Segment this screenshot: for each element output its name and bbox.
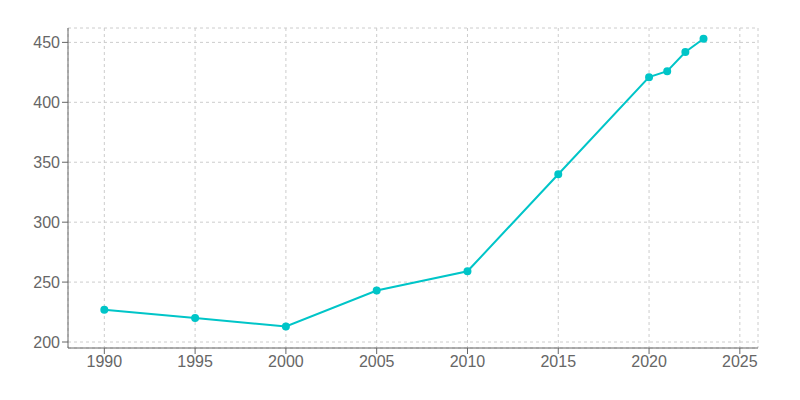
svg-text:2020: 2020: [631, 353, 667, 370]
svg-text:2010: 2010: [450, 353, 486, 370]
svg-text:350: 350: [33, 154, 60, 171]
svg-text:1995: 1995: [177, 353, 213, 370]
svg-text:450: 450: [33, 34, 60, 51]
svg-text:200: 200: [33, 334, 60, 351]
svg-text:2005: 2005: [359, 353, 395, 370]
svg-text:2000: 2000: [268, 353, 304, 370]
svg-text:300: 300: [33, 214, 60, 231]
svg-text:250: 250: [33, 274, 60, 291]
svg-text:2015: 2015: [540, 353, 576, 370]
svg-text:2025: 2025: [722, 353, 758, 370]
svg-text:400: 400: [33, 94, 60, 111]
svg-text:1990: 1990: [87, 353, 123, 370]
